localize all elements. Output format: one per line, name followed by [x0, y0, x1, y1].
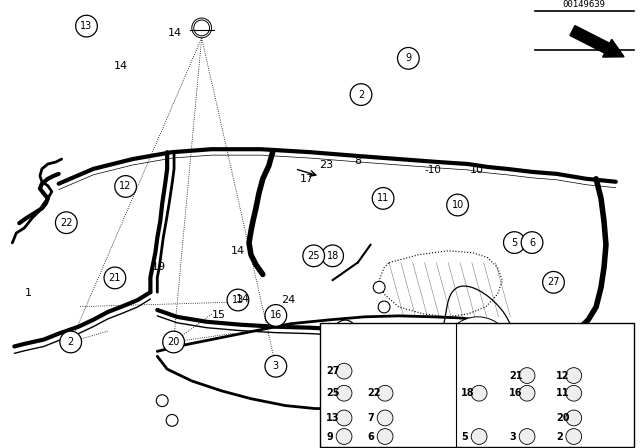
Circle shape [521, 232, 543, 254]
Circle shape [334, 320, 356, 342]
Text: 9: 9 [405, 53, 412, 63]
Text: 9: 9 [326, 431, 333, 442]
Text: -10: -10 [424, 165, 441, 175]
Circle shape [519, 385, 535, 401]
Circle shape [166, 414, 178, 426]
Text: 6: 6 [529, 237, 535, 248]
Circle shape [76, 15, 97, 37]
Text: 2: 2 [68, 337, 74, 347]
Text: 7: 7 [342, 326, 348, 336]
Text: 24: 24 [282, 295, 296, 305]
Text: 18: 18 [326, 251, 339, 261]
Text: 27: 27 [547, 277, 560, 287]
Text: 15: 15 [212, 310, 226, 320]
Circle shape [377, 385, 393, 401]
Text: 20: 20 [168, 337, 180, 347]
Text: 10: 10 [451, 200, 464, 210]
Circle shape [444, 317, 512, 386]
Circle shape [265, 305, 287, 326]
Text: 13: 13 [232, 295, 244, 305]
Circle shape [373, 281, 385, 293]
Circle shape [519, 368, 535, 383]
Circle shape [377, 410, 393, 426]
Circle shape [227, 289, 249, 311]
Text: 16: 16 [509, 388, 523, 398]
Circle shape [115, 176, 136, 197]
Text: 25: 25 [326, 388, 340, 398]
Circle shape [163, 331, 184, 353]
Circle shape [566, 429, 582, 444]
Text: 19: 19 [152, 262, 166, 272]
Text: 2: 2 [358, 90, 364, 99]
Text: 5: 5 [461, 431, 468, 442]
Text: 00149639: 00149639 [563, 0, 605, 9]
Circle shape [336, 410, 352, 426]
Text: 6: 6 [367, 431, 374, 442]
Text: 3: 3 [273, 361, 279, 371]
Text: 14: 14 [168, 28, 182, 38]
Text: 21: 21 [509, 370, 523, 380]
Text: 8: 8 [355, 156, 362, 166]
Circle shape [56, 212, 77, 233]
Circle shape [519, 429, 535, 444]
Text: 11: 11 [377, 194, 389, 203]
Circle shape [397, 47, 419, 69]
Text: 13: 13 [326, 413, 340, 423]
Circle shape [194, 20, 209, 36]
Text: 17: 17 [300, 173, 314, 184]
Text: 14: 14 [114, 61, 128, 71]
Text: 22: 22 [60, 218, 72, 228]
Text: 12: 12 [120, 181, 132, 191]
Text: 21: 21 [109, 273, 121, 283]
Circle shape [452, 380, 464, 392]
Circle shape [104, 267, 125, 289]
Text: 22: 22 [367, 388, 381, 398]
Text: 23: 23 [319, 160, 333, 170]
Text: 16: 16 [269, 310, 282, 320]
Circle shape [471, 429, 487, 444]
Circle shape [60, 331, 81, 353]
Circle shape [504, 232, 525, 254]
Circle shape [322, 245, 344, 267]
Text: 20: 20 [556, 413, 570, 423]
Text: 1: 1 [25, 289, 32, 298]
Circle shape [471, 385, 487, 401]
Text: 5: 5 [511, 237, 518, 248]
Circle shape [156, 395, 168, 407]
Text: 3: 3 [509, 431, 516, 442]
Text: 28: 28 [477, 355, 492, 365]
Text: 11: 11 [556, 388, 570, 398]
Text: 27: 27 [326, 366, 340, 376]
Circle shape [566, 368, 582, 383]
Circle shape [447, 194, 468, 216]
Circle shape [265, 355, 287, 377]
Text: 14: 14 [236, 294, 250, 304]
Circle shape [336, 385, 352, 401]
FancyArrow shape [570, 26, 624, 57]
Text: 10: 10 [470, 165, 483, 175]
Text: 4: 4 [329, 372, 336, 382]
Circle shape [543, 271, 564, 293]
Circle shape [566, 385, 582, 401]
Circle shape [372, 188, 394, 209]
Text: 7: 7 [367, 413, 374, 423]
Text: 18: 18 [461, 388, 475, 398]
Circle shape [350, 84, 372, 105]
Text: 2: 2 [556, 431, 563, 442]
Circle shape [192, 18, 212, 38]
Circle shape [378, 301, 390, 313]
Text: 25: 25 [307, 251, 320, 261]
Circle shape [566, 410, 582, 426]
Circle shape [336, 429, 352, 444]
Text: 13: 13 [81, 21, 93, 31]
Circle shape [377, 429, 393, 444]
Polygon shape [320, 323, 634, 447]
Text: 14: 14 [231, 246, 245, 256]
Circle shape [458, 332, 497, 371]
Text: 26: 26 [515, 355, 529, 365]
Circle shape [303, 245, 324, 267]
Circle shape [336, 363, 352, 379]
Text: 12: 12 [556, 370, 570, 380]
